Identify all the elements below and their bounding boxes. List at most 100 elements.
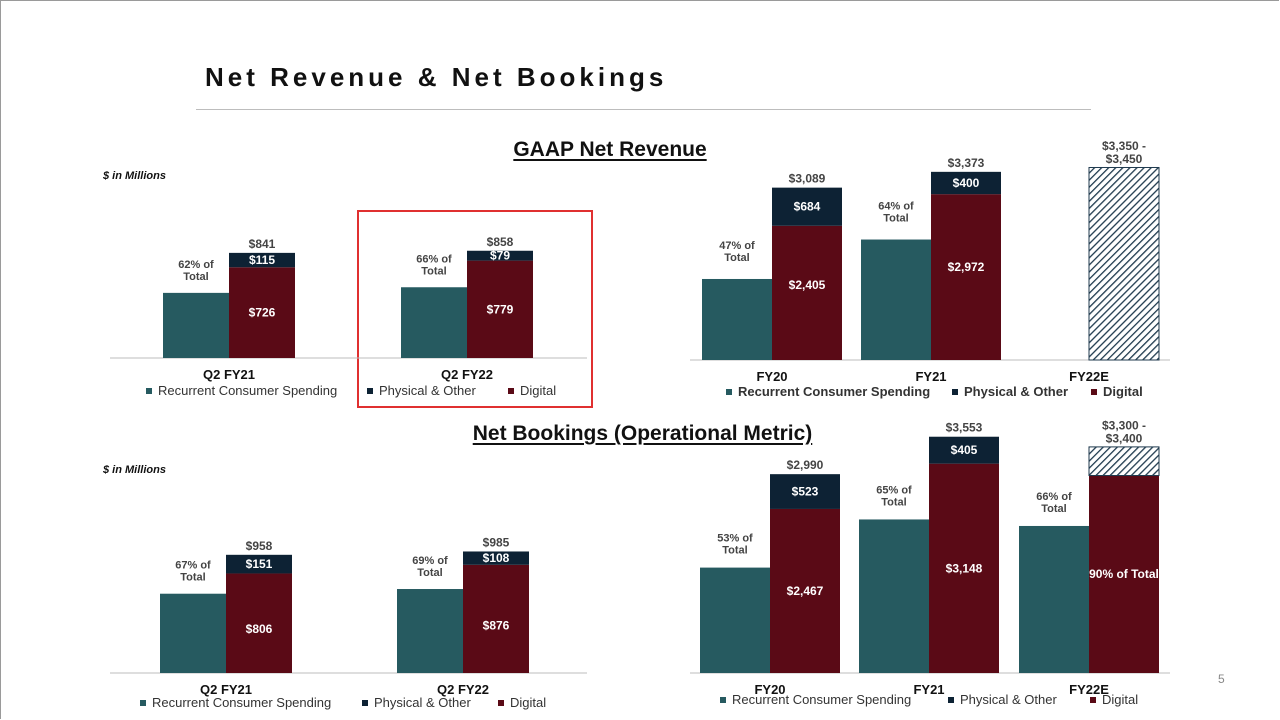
legend-recurrent-swatch <box>720 697 726 703</box>
label-digital: $3,148 <box>946 561 983 575</box>
label-recurrent-share: 67% of Total <box>175 560 211 584</box>
label-total: $985 <box>483 535 510 549</box>
label-digital: $2,405 <box>789 278 826 292</box>
bar-digital <box>929 463 999 673</box>
label-digital: $876 <box>483 618 510 632</box>
bar-digital <box>467 260 533 358</box>
x-tick-label: Q2 FY21 <box>203 367 255 382</box>
bar-digital <box>931 194 1001 360</box>
units-label-gaap: $ in Millions <box>103 170 166 182</box>
label-total: $3,553 <box>946 421 983 435</box>
legend-recurrent-swatch <box>140 700 146 706</box>
bar-digital <box>770 508 840 673</box>
bar-recurrent <box>700 567 770 673</box>
bar-recurrent <box>702 278 772 360</box>
x-tick-label: Q2 FY22 <box>441 367 493 382</box>
label-digital: $779 <box>487 302 514 316</box>
bar-physical <box>770 474 840 509</box>
label-recurrent-share: 69% of Total <box>412 555 448 579</box>
bar-physical <box>229 252 295 268</box>
gaap-section-title: GAAP Net Revenue <box>513 138 707 161</box>
label-physical: $523 <box>792 485 819 499</box>
bar-physical <box>463 551 529 565</box>
legend-recurrent-swatch <box>726 389 732 395</box>
chart-bookings-quarterly: 67% of Total $806 $151 $958 Q2 FY21 69% of Tota… <box>110 535 587 710</box>
bar-physical <box>931 171 1001 195</box>
legend-digital-label: Digital <box>520 383 556 398</box>
label-total: $858 <box>487 235 514 249</box>
label-recurrent-share: 62% of Total <box>178 259 214 283</box>
legend-physical-label: Physical & Other <box>960 692 1057 707</box>
units-label-bookings: $ in Millions <box>103 464 166 476</box>
bar-digital <box>772 225 842 360</box>
label-digital: $2,972 <box>948 260 985 274</box>
label-physical: $108 <box>483 551 510 565</box>
bar-digital <box>1089 475 1159 673</box>
label-total: $3,350 -$3,450 <box>1102 139 1146 166</box>
legend-physical-label: Physical & Other <box>379 383 476 398</box>
label-physical: $79 <box>490 249 510 263</box>
legend-digital-swatch <box>1090 697 1096 703</box>
bar-recurrent <box>160 593 226 673</box>
x-tick-label: FY20 <box>756 369 787 384</box>
q2-fy22-highlight-box <box>357 210 593 408</box>
bar-physical <box>772 187 842 226</box>
legend-digital-label: Digital <box>510 695 546 710</box>
bar-recurrent <box>401 287 467 358</box>
bookings-section-title: Net Bookings (Operational Metric) <box>472 422 813 445</box>
bar-physical <box>226 554 292 574</box>
legend-digital-swatch <box>1091 389 1097 395</box>
label-total: $841 <box>249 237 276 251</box>
label-recurrent-share: 53% of Total <box>717 533 753 557</box>
chart-bookings-annual: 53% of Total $2,467 $523 $2,990 FY20 65% of Tot… <box>690 418 1170 707</box>
bar-digital <box>226 573 292 673</box>
legend-digital-swatch <box>498 700 504 706</box>
legend-physical-swatch <box>362 700 368 706</box>
legend-recurrent-label: Recurrent Consumer Spending <box>152 695 331 710</box>
label-recurrent-share: 66% of Total <box>416 253 452 277</box>
x-tick-label: FY20 <box>754 682 785 697</box>
bar-recurrent <box>859 519 929 673</box>
bar-recurrent <box>861 239 931 360</box>
chart-gaap-annual: 47% of Total $2,405 $684 $3,089 FY20 64% of Tot… <box>690 139 1170 399</box>
bar-digital <box>463 564 529 673</box>
bar-digital <box>229 267 295 358</box>
x-tick-label: Q2 FY21 <box>200 682 252 697</box>
x-tick-label: FY21 <box>915 369 946 384</box>
legend-digital-swatch <box>508 388 514 394</box>
bar-physical <box>467 250 533 261</box>
legend-physical-swatch <box>367 388 373 394</box>
label-total: $3,373 <box>948 156 985 170</box>
label-total: $958 <box>246 539 273 553</box>
legend-recurrent-label: Recurrent Consumer Spending <box>732 692 911 707</box>
label-physical: $684 <box>794 200 821 214</box>
legend-digital-label: Digital <box>1102 692 1138 707</box>
label-recurrent-share: 65% of Total <box>876 484 912 508</box>
label-physical: $115 <box>249 253 275 267</box>
legend-digital-label: Digital <box>1103 384 1143 399</box>
label-digital: 90% of Total <box>1089 567 1159 581</box>
bar-recurrent <box>397 589 463 673</box>
label-recurrent-share: 66% of Total <box>1036 491 1072 515</box>
slide-title: Net Revenue & Net Bookings <box>205 62 668 92</box>
bar-estimate-range <box>1088 446 1160 476</box>
chart-gaap-quarterly: 62% of Total $726 $115 $841 Q2 FY21 66% of Tota… <box>110 235 587 398</box>
legend-physical-swatch <box>952 389 958 395</box>
bar-estimate-range <box>1088 166 1160 361</box>
x-tick-label: FY22E <box>1069 369 1109 384</box>
legend-physical-swatch <box>948 697 954 703</box>
label-physical: $400 <box>953 176 980 190</box>
legend-physical-label: Physical & Other <box>964 384 1068 399</box>
x-tick-label: Q2 FY22 <box>437 682 489 697</box>
bar-physical <box>929 436 999 464</box>
label-total: $3,089 <box>789 172 826 186</box>
x-tick-label: FY22E <box>1069 682 1109 697</box>
label-physical: $405 <box>951 443 978 457</box>
label-digital: $726 <box>249 306 276 320</box>
legend-recurrent-swatch <box>146 388 152 394</box>
label-physical: $151 <box>246 557 273 571</box>
legend-physical-label: Physical & Other <box>374 695 471 710</box>
legend-recurrent-label: Recurrent Consumer Spending <box>738 384 930 399</box>
page-number: 5 <box>1218 672 1225 686</box>
